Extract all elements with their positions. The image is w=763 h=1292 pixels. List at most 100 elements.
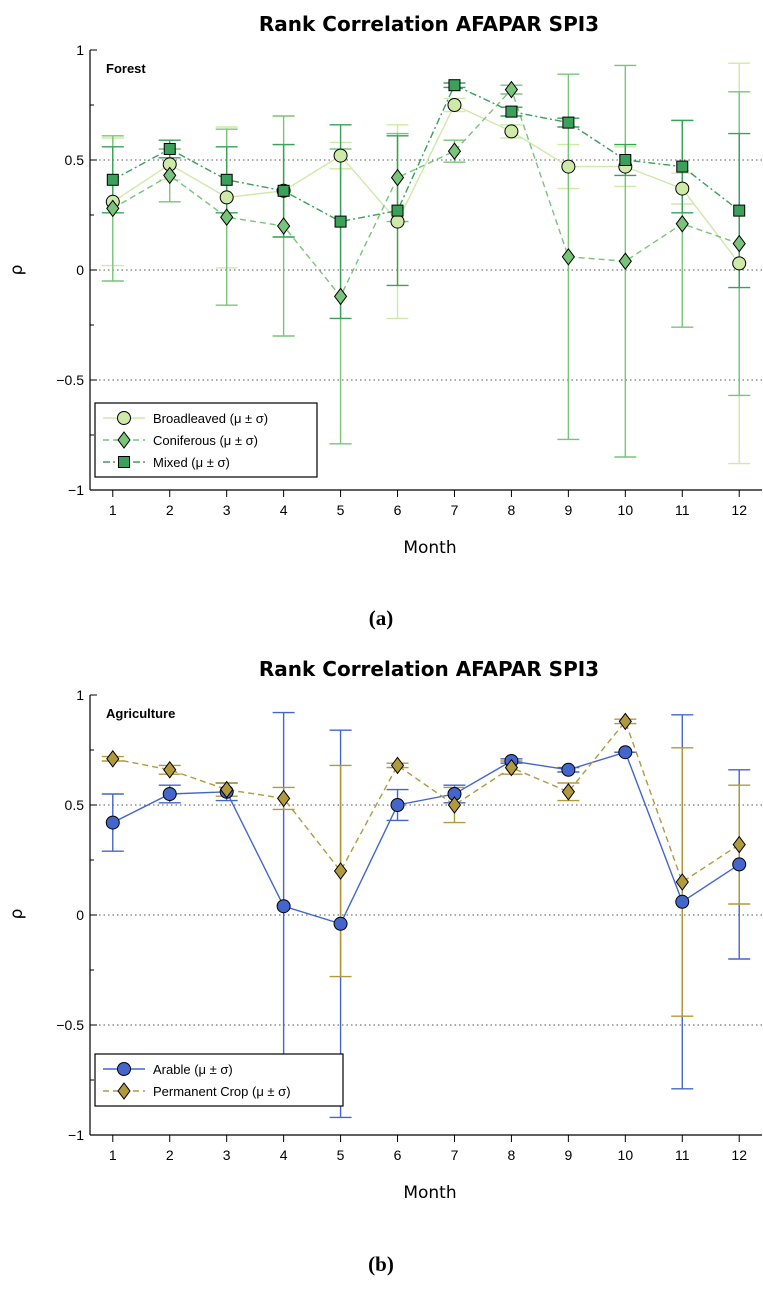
plot-area: −1−0.500.511 2 3 4 5 6 7 8 9 10 11 12 <box>56 687 762 1163</box>
legend-swatch-marker <box>117 431 131 449</box>
y-axis-label: ρ <box>7 265 27 276</box>
data-point <box>504 80 519 99</box>
series-1 <box>101 64 751 458</box>
legend-swatch-marker <box>118 456 130 468</box>
legend-label: Coniferous (μ ± σ) <box>153 433 258 448</box>
series-line <box>112 84 740 223</box>
data-point <box>504 124 519 139</box>
data-point <box>277 217 291 235</box>
data-point <box>276 899 291 914</box>
x-tick-label: 4 <box>280 1147 288 1163</box>
data-point <box>732 234 746 253</box>
data-point <box>162 787 177 801</box>
y-tick-label: 0.5 <box>65 797 85 813</box>
y-tick-label: 0 <box>76 907 84 923</box>
data-point <box>618 745 633 760</box>
x-tick-label: 5 <box>337 1147 345 1163</box>
data-point <box>391 204 404 217</box>
x-tick-label: 1 <box>109 502 117 518</box>
data-point <box>334 215 347 228</box>
data-point <box>163 143 176 155</box>
data-point <box>619 154 632 166</box>
legend-label: Permanent Crop (μ ± σ) <box>153 1084 291 1099</box>
series-1 <box>101 718 751 1017</box>
data-point <box>732 857 747 872</box>
data-point <box>447 796 462 814</box>
data-point <box>390 214 405 229</box>
legend: Broadleaved (μ ± σ) Coniferous (μ ± σ) Mix… <box>94 402 318 478</box>
data-point <box>106 749 120 768</box>
data-point <box>390 798 405 812</box>
data-point <box>219 190 234 205</box>
data-point <box>675 873 689 891</box>
data-point <box>163 760 177 779</box>
x-tick-label: 9 <box>564 1147 572 1163</box>
legend-label: Arable (μ ± σ) <box>153 1062 233 1077</box>
data-point <box>561 159 576 174</box>
data-point <box>618 252 632 271</box>
data-point <box>333 287 348 306</box>
data-point <box>163 166 177 185</box>
data-point <box>277 184 290 197</box>
data-point <box>333 148 348 163</box>
legend-box <box>94 1053 344 1107</box>
chart-svg-agriculture: −1−0.500.511 2 3 4 5 6 7 8 9 10 11 12 Rank Correlat… <box>7 657 762 1276</box>
x-tick-label: 2 <box>166 502 174 518</box>
data-point <box>105 815 120 830</box>
x-tick-label: 11 <box>675 1147 690 1163</box>
data-point <box>220 208 234 227</box>
data-point <box>561 762 576 777</box>
panel-label: (a) <box>369 606 394 630</box>
data-point <box>733 204 746 217</box>
y-tick-label: −1 <box>68 1127 84 1143</box>
y-tick-label: −1 <box>68 482 84 498</box>
y-tick-label: −0.5 <box>56 1017 84 1033</box>
series-markers-0 <box>105 745 747 931</box>
y-tick-label: 1 <box>76 687 84 703</box>
data-point <box>220 173 233 186</box>
y-tick-label: 0.5 <box>65 152 85 168</box>
chart-panel-agriculture: −1 −0.5 0 0.5 1 1 2 3 4 5 6 7 8 9 10 11 12 Rank Correlat… <box>0 646 763 1292</box>
series-line <box>112 719 740 884</box>
x-tick-label: 5 <box>337 502 345 518</box>
x-tick-label: 11 <box>675 502 690 518</box>
x-tick-label: 7 <box>451 1147 459 1163</box>
legend-box <box>94 402 318 478</box>
data-point <box>618 712 632 731</box>
x-tick-label: 12 <box>731 1147 747 1163</box>
y-tick-label: −0.5 <box>56 372 84 388</box>
series-2 <box>101 82 751 320</box>
data-point <box>675 894 690 909</box>
legend-swatch-marker <box>117 1062 131 1076</box>
data-point <box>675 214 689 233</box>
legend-label: Mixed (μ ± σ) <box>153 455 230 470</box>
y-tick-label: 0 <box>76 262 84 278</box>
data-point <box>561 247 575 266</box>
x-tick-label: 8 <box>508 1147 516 1163</box>
x-tick-label: 9 <box>564 502 572 518</box>
chart-svg-forest: −1−0.500.511 2 3 4 5 6 7 8 9 10 11 12 Rank Correlat… <box>7 12 762 630</box>
plot-area: −1−0.500.511 2 3 4 5 6 7 8 9 10 11 12 <box>56 42 762 518</box>
data-point <box>676 160 689 173</box>
data-point <box>390 756 405 775</box>
data-point <box>106 199 120 218</box>
data-point <box>675 181 690 196</box>
x-tick-label: 6 <box>394 1147 402 1163</box>
data-point <box>447 98 462 112</box>
data-point <box>504 758 519 777</box>
data-point <box>732 835 746 854</box>
data-point <box>448 79 461 92</box>
legend-swatch-marker <box>117 411 131 425</box>
series-line <box>112 104 740 264</box>
data-point <box>505 105 518 118</box>
x-tick-label: 2 <box>166 1147 174 1163</box>
panel-label: (b) <box>368 1252 394 1276</box>
chart-title: Rank Correlation AFAPAR SPI3 <box>259 12 599 36</box>
x-axis-label: Month <box>403 538 456 558</box>
data-point <box>732 256 747 271</box>
legend-label: Broadleaved (μ ± σ) <box>153 411 268 426</box>
series-line <box>112 751 740 925</box>
legend: Arable (μ ± σ) Permanent Crop (μ ± σ) <box>94 1053 344 1107</box>
inset-label: Agriculture <box>106 706 175 721</box>
x-tick-label: 10 <box>618 502 634 518</box>
